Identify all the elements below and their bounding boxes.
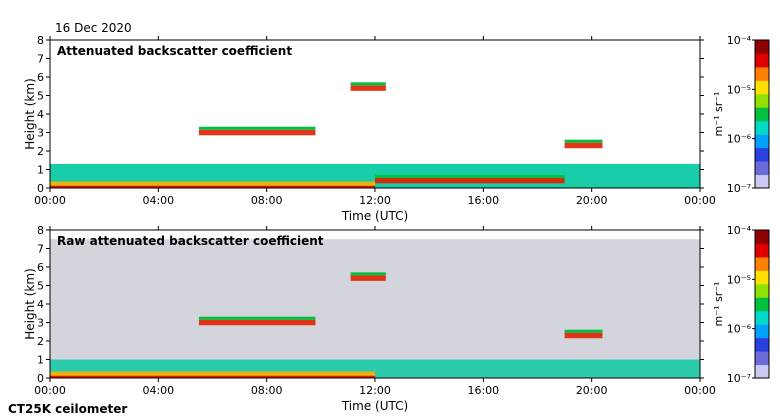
x-tick-label: 16:00 — [467, 194, 499, 207]
colorbar-segment — [755, 174, 769, 189]
colorbar-tick-label: 10⁻⁴ — [727, 34, 752, 47]
colorbar-tick-label: 10⁻⁴ — [727, 224, 752, 237]
feature-halo — [564, 139, 603, 143]
colorbar-segment — [755, 324, 769, 339]
footer-label: CT25K ceilometer — [8, 402, 127, 416]
colorbar-segment — [755, 337, 769, 352]
colorbar-segment — [755, 161, 769, 176]
chart-panel-2: 0 1 2 3 4 5 6 7 8 00:00 04:00 08:00 12:00 16:00 20:00 0… — [23, 224, 770, 413]
colorbar-segment — [755, 230, 769, 244]
colorbar-segment — [755, 40, 769, 54]
colorbar-segment — [755, 243, 769, 258]
feature-low-cloud — [375, 177, 565, 184]
colorbar-tick-label: 10⁻⁶ — [727, 133, 752, 146]
colorbar-segment — [755, 120, 769, 135]
colorbar-label: m⁻¹ sr⁻¹ — [712, 92, 725, 137]
y-tick-label: 2 — [37, 145, 44, 158]
colorbar-segment — [755, 80, 769, 95]
y-tick-label: 7 — [37, 53, 44, 66]
colorbar-segment — [755, 53, 769, 68]
feature-halo — [198, 316, 316, 320]
feature-cloud — [564, 332, 603, 339]
x-tick-label: 08:00 — [251, 194, 283, 207]
y-tick-label: 4 — [37, 298, 44, 311]
y-tick-label: 1 — [37, 164, 44, 177]
colorbar-segment — [755, 351, 769, 366]
x-tick-label: 00:00 — [34, 194, 66, 207]
feature-halo — [198, 126, 316, 130]
colorbar-segment — [755, 297, 769, 312]
x-tick-label: 12:00 — [359, 384, 391, 397]
x-axis-label: Time (UTC) — [341, 399, 408, 413]
y-axis-label: Height (km) — [23, 268, 37, 339]
colorbar-label: m⁻¹ sr⁻¹ — [712, 282, 725, 327]
colorbar-segment — [755, 66, 769, 81]
feature-surface-core — [50, 371, 375, 378]
colorbar-segment — [755, 364, 769, 379]
y-tick-label: 1 — [37, 354, 44, 367]
panel-title: Attenuated backscatter coefficient — [57, 44, 292, 58]
x-tick-label: 00:00 — [684, 194, 716, 207]
x-tick-label: 04:00 — [142, 194, 174, 207]
colorbar-tick-label: 10⁻⁵ — [727, 273, 751, 286]
colorbar-tick-label: 10⁻⁶ — [727, 323, 752, 336]
feature-elevated-cloud — [350, 275, 386, 281]
x-tick-label: 16:00 — [467, 384, 499, 397]
feature-cloud-base-layer — [198, 129, 316, 136]
feature-elevated-cloud — [350, 85, 386, 91]
y-tick-label: 6 — [37, 71, 44, 84]
y-tick-label: 8 — [37, 34, 44, 47]
y-tick-label: 2 — [37, 335, 44, 348]
colorbar-frame — [754, 229, 770, 379]
feature-cloud — [564, 142, 603, 149]
colorbar-segment — [755, 93, 769, 108]
y-tick-label: 5 — [37, 280, 44, 293]
colorbar-segment — [755, 256, 769, 271]
colorbar-segment — [755, 283, 769, 298]
colorbar-segment — [755, 147, 769, 162]
y-tick-label: 8 — [37, 224, 44, 237]
x-tick-label: 04:00 — [142, 384, 174, 397]
x-tick-label: 12:00 — [359, 194, 391, 207]
y-tick-label: 3 — [37, 317, 44, 330]
x-axis-label: Time (UTC) — [341, 209, 408, 223]
x-tick-label: 08:00 — [251, 384, 283, 397]
feature-cloud-base-layer — [198, 319, 316, 326]
colorbar-tick-label: 10⁻⁵ — [727, 83, 751, 96]
date-label: 16 Dec 2020 — [55, 21, 132, 35]
plot-area — [50, 40, 700, 188]
feature-halo — [350, 272, 386, 276]
colorbar-segment — [755, 270, 769, 285]
x-tick-label: 00:00 — [34, 384, 66, 397]
y-axis-label: Height (km) — [23, 78, 37, 149]
feature-surface-core-red — [50, 375, 375, 378]
y-tick-label: 0 — [37, 182, 44, 195]
feature-surface-core — [50, 181, 375, 188]
chart-panel-1: 0 1 2 3 4 5 6 7 8 00:00 04:00 08:00 12:00 16:00 20:00 0… — [23, 34, 770, 223]
feature-halo — [375, 174, 565, 178]
panels: 0 1 2 3 4 5 6 7 8 00:00 04:00 08:00 12:00 16:00 20:00 0… — [23, 34, 770, 413]
colorbar-segment — [755, 310, 769, 325]
y-tick-label: 4 — [37, 108, 44, 121]
colorbar-tick-label: 10⁻⁷ — [727, 372, 751, 385]
feature-halo — [350, 82, 386, 86]
y-tick-label: 6 — [37, 261, 44, 274]
colorbar-segment — [755, 134, 769, 149]
colorbar-segment — [755, 107, 769, 122]
y-tick-label: 5 — [37, 90, 44, 103]
x-tick-label: 00:00 — [684, 384, 716, 397]
feature-halo — [564, 329, 603, 333]
colorbar-tick-label: 10⁻⁷ — [727, 182, 751, 195]
x-tick-label: 20:00 — [576, 384, 608, 397]
colorbar-frame — [754, 39, 770, 189]
feature-noise-background — [50, 239, 700, 378]
y-tick-label: 3 — [37, 127, 44, 140]
panel-title: Raw attenuated backscatter coefficient — [57, 234, 324, 248]
y-tick-label: 0 — [37, 372, 44, 385]
feature-surface-core-red — [50, 185, 375, 188]
y-tick-label: 7 — [37, 243, 44, 256]
x-tick-label: 20:00 — [576, 194, 608, 207]
